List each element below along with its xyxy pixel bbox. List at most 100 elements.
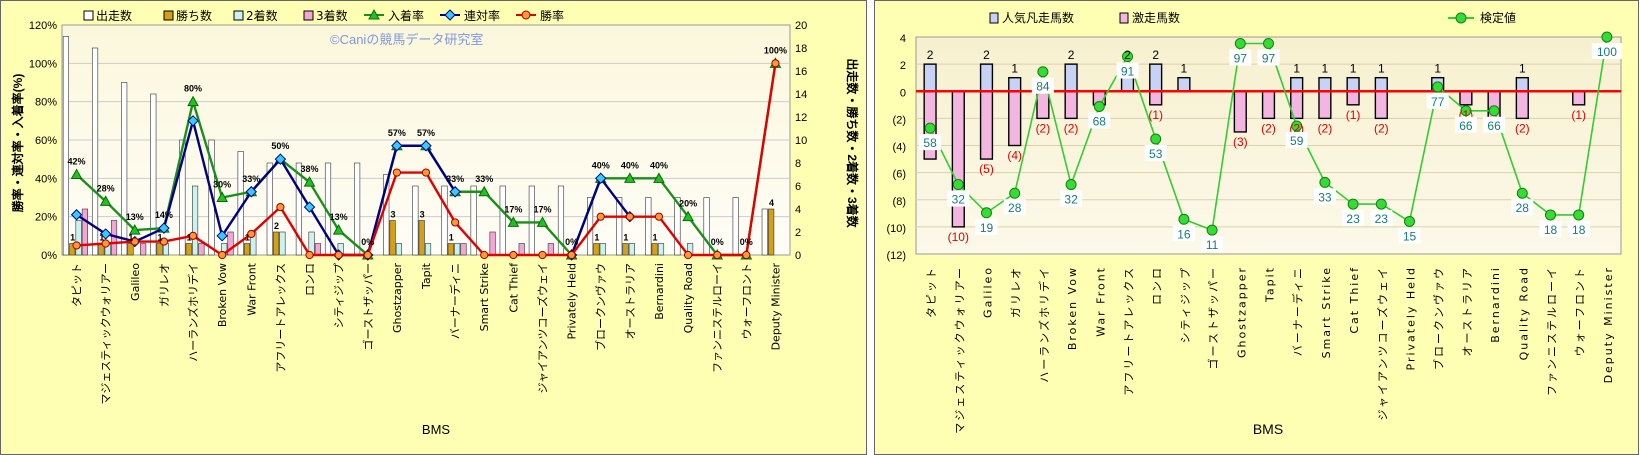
bonso-data-label: (2) bbox=[1318, 121, 1333, 135]
kentei-label-box bbox=[1567, 220, 1590, 237]
bar-starts bbox=[674, 197, 681, 256]
left-category-label: ガリレオ bbox=[158, 263, 171, 307]
bar-thirds bbox=[518, 243, 525, 256]
right-y-tick-label: (2) bbox=[893, 114, 906, 126]
bonso-data-label: (10) bbox=[948, 230, 969, 244]
marker-win_rate bbox=[72, 241, 81, 250]
kentei-data-label: 100 bbox=[1597, 45, 1617, 59]
place-rate-data-label: 33% bbox=[446, 174, 464, 184]
marker-kentei bbox=[1488, 105, 1500, 117]
left-y-tick-label: 120% bbox=[29, 20, 57, 32]
kentei-label-box bbox=[1031, 77, 1054, 94]
right-category-label: アフリートアレックス bbox=[1123, 266, 1136, 396]
left-category-label: Cat Thief bbox=[507, 262, 520, 313]
marker-quinella_rate bbox=[449, 186, 461, 198]
marker-win_rate bbox=[538, 250, 547, 260]
marker-kentei bbox=[1460, 105, 1472, 117]
bar-seconds bbox=[628, 243, 635, 256]
left-y2-axis-title: 出走数・勝ち数・2着数・3着数 bbox=[845, 58, 860, 228]
legend-label-gekiso: 激走馬数 bbox=[1132, 10, 1180, 25]
bar-seconds bbox=[395, 243, 402, 256]
bar-thirds bbox=[81, 208, 88, 256]
marker-place_rate bbox=[303, 176, 316, 187]
marker-win_rate bbox=[625, 212, 634, 221]
bar-seconds bbox=[279, 231, 286, 256]
right-category-label: マジェスティックウォリアー bbox=[953, 266, 966, 434]
marker-kentei bbox=[1601, 31, 1613, 43]
marker-win_rate bbox=[188, 231, 198, 240]
bar-starts bbox=[528, 185, 535, 256]
kentei-data-label: 19 bbox=[980, 221, 994, 235]
kentei-label-box bbox=[1370, 210, 1393, 227]
left-category-labels: タピット マジェスティックウォリアー Galileo ガリレオ ハーランズホリデイ Bro… bbox=[71, 262, 783, 405]
bar-bonso bbox=[1515, 90, 1529, 120]
marker-place_rate bbox=[682, 210, 694, 222]
marker-kentei bbox=[924, 122, 936, 134]
marker-quinella_rate bbox=[420, 140, 432, 152]
bar-starts bbox=[499, 185, 506, 256]
marker-place_rate bbox=[623, 172, 636, 183]
right-category-label: Smart Strike bbox=[1320, 266, 1333, 358]
watermark: ©Caniの競馬データ研究室 bbox=[330, 32, 483, 47]
bar-seconds bbox=[192, 185, 199, 256]
bar-starts bbox=[150, 93, 157, 256]
marker-place_rate bbox=[99, 195, 112, 206]
kentei-data-label: 97 bbox=[1262, 52, 1276, 66]
bar-gekiso bbox=[1515, 76, 1529, 92]
gekiso-data-label: 1 bbox=[1434, 62, 1441, 76]
place-rate-data-label: 33% bbox=[475, 174, 493, 184]
wins-data-label: 1 bbox=[594, 233, 599, 243]
marker-win_rate bbox=[218, 250, 227, 260]
marker-kentei bbox=[1319, 176, 1331, 188]
kentei-label-box bbox=[1088, 112, 1111, 129]
marker-place_rate bbox=[187, 95, 199, 107]
bar-gekiso bbox=[1177, 76, 1191, 92]
bar-bonso bbox=[1064, 90, 1078, 120]
bar-starts bbox=[121, 82, 128, 256]
marker-win_rate bbox=[305, 250, 314, 260]
kentei-data-label: 18 bbox=[1572, 223, 1586, 237]
kentei-data-label: 91 bbox=[1121, 65, 1135, 79]
place-rate-data-label: 17% bbox=[504, 204, 522, 214]
wins-data-label: 1 bbox=[449, 233, 454, 243]
bonso-data-label: (1) bbox=[1148, 108, 1163, 122]
legend-swatch-bonso bbox=[989, 12, 999, 24]
bar-bonso bbox=[1233, 90, 1247, 133]
bonso-data-label: (2) bbox=[1289, 121, 1304, 135]
marker-kentei bbox=[952, 179, 964, 191]
kentei-label-box bbox=[1591, 43, 1622, 59]
right-category-label: タピット bbox=[925, 266, 938, 318]
bar-starts bbox=[91, 47, 99, 256]
right-y-tick-label: 4 bbox=[900, 33, 906, 45]
right-category-label: オーストラリア bbox=[1461, 266, 1474, 356]
marker-win_rate bbox=[130, 237, 139, 246]
legend-marker-quinella bbox=[444, 9, 456, 21]
marker-kentei bbox=[1122, 51, 1133, 63]
marker-place_rate bbox=[216, 191, 229, 202]
right-category-label: ファンニステルローイ bbox=[1546, 266, 1559, 396]
bar-starts bbox=[441, 185, 448, 256]
bar-thirds bbox=[198, 243, 205, 256]
right-data-labels: 2 (10) 2 (5) 1 (4) (2) 2 (2) 2 2 (1) 1 (3) (2) 1 (2) 1 (2)… bbox=[919, 43, 1622, 253]
marker-place_rate bbox=[128, 224, 141, 235]
marker-place_rate bbox=[653, 172, 665, 183]
right-category-label: ブロークンヴァウ bbox=[1432, 266, 1446, 370]
left-category-label: Bernardini bbox=[653, 263, 666, 320]
kentei-data-label: 68 bbox=[1093, 114, 1107, 128]
bar-gekiso bbox=[1374, 76, 1388, 92]
place-rate-data-label: 42% bbox=[68, 157, 86, 167]
bar-gekiso bbox=[1318, 76, 1332, 92]
marker-win_rate bbox=[654, 212, 664, 221]
place-rate-data-label: 50% bbox=[271, 141, 289, 151]
marker-quinella_rate bbox=[274, 153, 287, 165]
kentei-label-box bbox=[1342, 210, 1365, 227]
left-category-label: ブロークンヴァウ bbox=[594, 263, 608, 351]
bar-wins bbox=[593, 243, 600, 256]
bar-gekiso bbox=[923, 63, 937, 92]
marker-quinella_rate bbox=[245, 186, 257, 198]
kentei-data-label: 32 bbox=[1064, 193, 1078, 207]
place-rate-data-label: 33% bbox=[242, 174, 260, 184]
place-rate-data-label: 100% bbox=[764, 45, 787, 55]
wins-data-label: 1 bbox=[187, 233, 192, 243]
bar-starts bbox=[412, 185, 419, 256]
